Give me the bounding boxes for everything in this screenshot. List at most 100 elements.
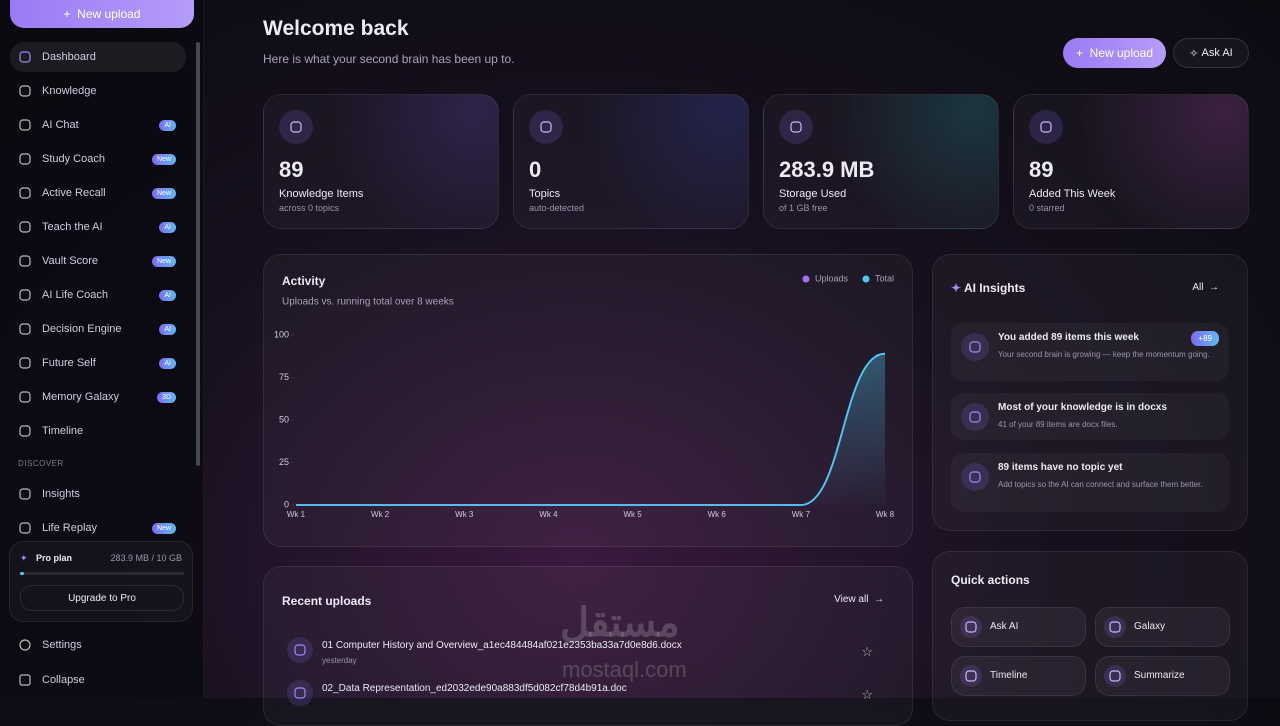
insight-item[interactable]: You added 89 items this week +89 Your seco… (951, 323, 1229, 381)
upgrade-button[interactable]: Upgrade to Pro (20, 585, 184, 611)
plan-name: Pro plan (36, 553, 73, 563)
watermark: mostaql.com (562, 657, 687, 682)
nav-label: Dashboard (42, 51, 96, 63)
stat-label: Topics (529, 188, 561, 200)
action-label: Summarize (1134, 670, 1185, 681)
star-button[interactable]: ☆ (861, 687, 873, 702)
watermark: مستقل (560, 601, 680, 645)
activity-card (263, 254, 913, 547)
nav-item[interactable]: Decision Engine AI (10, 314, 186, 344)
card-title: AI Insights (963, 281, 1026, 295)
stat-icon (1029, 110, 1063, 144)
nav-badge: New (151, 255, 176, 267)
y-tick-label: 25 (279, 457, 289, 467)
nav-label: AI Life Coach (42, 289, 109, 301)
stat-icon (279, 110, 313, 144)
insight-item[interactable]: 89 items have no topic yet Add topics so … (951, 453, 1229, 512)
nav-label: Decision Engine (42, 323, 122, 335)
y-tick-label: 50 (279, 414, 289, 424)
x-tick-label: Wk 8 (876, 510, 895, 519)
insights-card: ✦ AI Insights All → You added 89 items t… (932, 254, 1248, 531)
link-label: View all (834, 594, 869, 605)
stat-icon (779, 110, 813, 144)
nav-badge: AI (159, 289, 176, 301)
nav-badge: AI (159, 357, 176, 369)
new-upload-button[interactable]: + New upload (10, 0, 194, 28)
button-label: Ask AI (1201, 47, 1233, 59)
insight-title: You added 89 items this week (998, 332, 1139, 343)
x-tick-label: Wk 2 (371, 510, 390, 519)
legend-swatch (802, 275, 810, 283)
chart-subtitle: Uploads vs. running total over 8 weeks (282, 297, 454, 308)
nav-item[interactable]: AI Chat AI (10, 110, 186, 140)
nav-item[interactable]: Insights (10, 479, 186, 509)
all-link[interactable]: All → (1192, 282, 1219, 293)
file-name: 02_Data Representation_ed2032ede90a883df… (322, 683, 627, 694)
stat-value: 89 (1029, 157, 1054, 182)
insight-icon (961, 403, 989, 431)
nav-label: Active Recall (42, 187, 106, 199)
nav-badge: AI (159, 323, 176, 335)
nav-badge: 3D (157, 391, 176, 403)
page-subtitle: Here is what your second brain has been … (263, 52, 515, 66)
nav-item[interactable]: Vault Score New (10, 246, 186, 276)
chart-title: Activity (282, 274, 326, 288)
insight-item[interactable]: Most of your knowledge is in docxs 41 of … (951, 393, 1229, 440)
page-title: Welcome back (263, 17, 409, 40)
nav-item[interactable]: Future Self AI (10, 348, 186, 378)
stat-label: Added This Week (1029, 188, 1116, 200)
quick-action[interactable]: Summarize (1095, 656, 1230, 696)
stat-sub: across 0 topics (279, 203, 340, 213)
nav-item[interactable]: Active Recall New (10, 178, 186, 208)
quick-action[interactable]: Timeline (951, 656, 1086, 696)
stat-value: 89 (279, 157, 304, 182)
nav-label: Future Self (42, 357, 96, 369)
nav-item[interactable]: Dashboard (10, 42, 186, 72)
upload-row[interactable]: 01 Computer History and Overview_a1ec484… (282, 633, 896, 673)
x-tick-label: Wk 5 (623, 510, 642, 519)
nav-label: Timeline (42, 425, 84, 437)
plan-card: ✦ Pro plan 283.9 MB / 10 GB Upgrade to P… (9, 541, 193, 622)
x-tick-label: Wk 4 (539, 510, 558, 519)
nav-item[interactable]: Memory Galaxy 3D (10, 382, 186, 412)
new-upload-button[interactable]: + New upload (1063, 38, 1166, 68)
nav-label: Life Replay (42, 522, 98, 534)
collapse-link[interactable]: Collapse (10, 665, 186, 695)
nav-label: Vault Score (42, 255, 99, 267)
stat-value: 283.9 MB (779, 157, 875, 182)
quick-actions-card: Quick actions Ask AI Galaxy Timeline Summar… (932, 551, 1248, 721)
star-button[interactable]: ☆ (861, 644, 873, 659)
nav-item[interactable]: AI Life Coach AI (10, 280, 186, 310)
settings-link[interactable]: Settings (10, 630, 186, 660)
nav-item[interactable]: Knowledge (10, 76, 186, 106)
action-icon (960, 665, 982, 687)
stat-card: 89 Added This Week 0 starred (1013, 94, 1249, 229)
insight-badge: +89 (1191, 331, 1219, 346)
usage-bar (20, 572, 184, 575)
action-icon (1104, 616, 1126, 638)
quick-action[interactable]: Ask AI (951, 607, 1086, 647)
scrollbar (196, 42, 200, 466)
nav-item[interactable]: Life Replay New (10, 513, 186, 543)
action-label: Ask AI (990, 621, 1019, 632)
file-name: 01 Computer History and Overview_a1ec484… (322, 640, 682, 651)
stat-label: Storage Used (779, 188, 847, 200)
view-all-link[interactable]: View all → (834, 594, 884, 605)
nav-item[interactable]: Timeline (10, 416, 186, 446)
section-heading: DISCOVER (18, 459, 64, 468)
card-title: Quick actions (951, 573, 1030, 587)
insight-title: Most of your knowledge is in docxs (998, 402, 1167, 413)
nav-item[interactable]: Teach the AI AI (10, 212, 186, 242)
quick-action[interactable]: Galaxy (1095, 607, 1230, 647)
area (296, 353, 885, 505)
x-tick-label: Wk 6 (708, 510, 727, 519)
action-icon (1104, 665, 1126, 687)
nav-label: Study Coach (42, 153, 105, 165)
stat-value: 0 (529, 157, 542, 182)
plan-usage: 283.9 MB / 10 GB (110, 553, 182, 563)
ask-ai-button[interactable]: ✧ Ask AI (1173, 38, 1249, 68)
series-line (296, 352, 886, 506)
stat-sub: auto-detected (529, 203, 585, 213)
stat-card: 283.9 MB Storage Used of 1 GB free (763, 94, 999, 229)
nav-item[interactable]: Study Coach New (10, 144, 186, 174)
